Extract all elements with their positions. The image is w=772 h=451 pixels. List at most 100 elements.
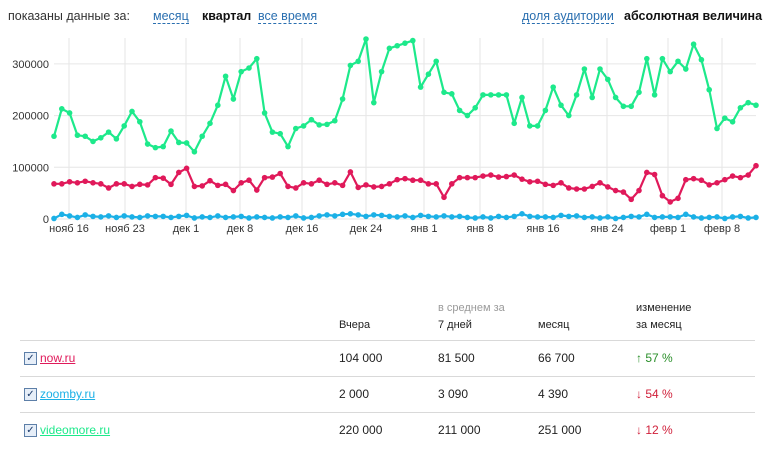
data-point	[519, 176, 525, 182]
head-yesterday: Вчера	[339, 319, 371, 331]
data-point	[152, 174, 159, 181]
data-point	[714, 180, 720, 186]
data-point	[199, 214, 205, 220]
data-point	[176, 169, 182, 176]
data-point	[316, 122, 323, 128]
data-point	[66, 178, 73, 185]
period-toolbar: показаны данные за: месяц квартал все вр…	[0, 0, 772, 32]
x-tick-label: февр 1	[650, 223, 686, 235]
data-point	[246, 215, 252, 221]
data-point	[90, 138, 96, 145]
data-point	[675, 58, 681, 65]
data-point	[495, 213, 502, 220]
row-checkbox[interactable]: ✓	[24, 388, 37, 401]
period-all-link[interactable]: все время	[258, 9, 318, 24]
data-point	[160, 213, 166, 220]
data-point	[137, 181, 143, 188]
data-point	[745, 99, 751, 106]
data-point	[449, 214, 455, 220]
row-checkbox[interactable]: ✓	[24, 352, 37, 365]
value-yesterday: 2 000	[339, 387, 370, 401]
data-point	[386, 213, 393, 220]
data-point	[59, 181, 65, 187]
data-point	[425, 213, 432, 220]
data-point	[253, 55, 260, 62]
data-point	[394, 214, 401, 220]
data-point	[581, 66, 588, 72]
data-point	[371, 99, 377, 106]
data-point	[152, 144, 159, 151]
data-point	[417, 177, 424, 184]
site-link-now[interactable]: now.ru	[40, 351, 76, 365]
data-point	[675, 214, 681, 221]
data-point	[612, 94, 619, 101]
data-point	[488, 92, 494, 98]
data-point	[82, 178, 88, 185]
data-point	[620, 189, 627, 195]
data-point	[690, 41, 697, 48]
series-line-videomore-ru	[52, 37, 757, 153]
data-point	[144, 213, 151, 219]
data-point	[160, 143, 166, 150]
head-group-label: в среднем за	[438, 302, 505, 314]
data-point	[612, 215, 619, 222]
mode-absolute-selected: абсолютная величина	[624, 9, 763, 23]
mode-share-link[interactable]: доля аудитории	[522, 9, 614, 24]
data-point	[183, 165, 190, 172]
y-tick-label: 200000	[12, 111, 49, 123]
data-point	[285, 143, 291, 150]
data-point	[480, 214, 486, 220]
data-point	[51, 181, 57, 187]
data-point	[636, 214, 642, 220]
value-month: 251 000	[538, 423, 582, 437]
data-point	[98, 181, 104, 187]
site-link-zoomby[interactable]: zoomby.ru	[40, 387, 96, 401]
arrow-down-icon: ↓	[636, 387, 642, 401]
period-month-link[interactable]: месяц	[153, 9, 189, 24]
data-point	[425, 71, 432, 77]
data-point	[113, 214, 120, 221]
data-point	[90, 180, 96, 186]
data-point	[160, 175, 166, 181]
data-point	[597, 215, 603, 221]
data-point	[651, 92, 658, 98]
x-tick-label: дек 8	[227, 223, 254, 235]
data-point	[230, 214, 237, 220]
data-point	[636, 89, 642, 96]
head-7days: 7 дней	[438, 319, 472, 331]
data-point	[324, 121, 330, 128]
data-point	[425, 181, 432, 187]
value-month: 4 390	[538, 387, 569, 401]
data-point	[729, 118, 736, 125]
data-point	[222, 181, 229, 188]
data-point	[503, 173, 510, 180]
data-point	[729, 214, 736, 220]
data-point	[293, 185, 299, 191]
data-point	[737, 105, 744, 111]
data-point	[558, 180, 564, 186]
data-point	[534, 123, 541, 129]
data-point	[566, 112, 572, 119]
data-point	[737, 213, 744, 220]
data-point	[675, 195, 681, 202]
data-point	[371, 212, 377, 218]
data-point	[472, 215, 479, 221]
data-point	[581, 214, 588, 221]
period-label: показаны данные за:	[8, 9, 130, 23]
data-point	[191, 215, 198, 221]
data-point	[324, 212, 330, 218]
data-point	[308, 181, 315, 187]
data-point	[402, 213, 408, 219]
x-tick-label: янв 16	[526, 223, 559, 235]
data-point	[417, 84, 424, 90]
data-point	[66, 110, 73, 116]
data-point	[558, 102, 564, 109]
data-point	[207, 214, 213, 221]
table-row: ✓ videomore.ru 220 000 211 000 251 000 ↓…	[20, 412, 755, 449]
data-point	[620, 103, 627, 110]
site-link-videomore[interactable]: videomore.ru	[40, 423, 111, 437]
data-point	[339, 96, 346, 102]
head-change-label-2: за месяц	[636, 319, 682, 331]
data-point	[534, 214, 541, 220]
row-checkbox[interactable]: ✓	[24, 424, 37, 437]
